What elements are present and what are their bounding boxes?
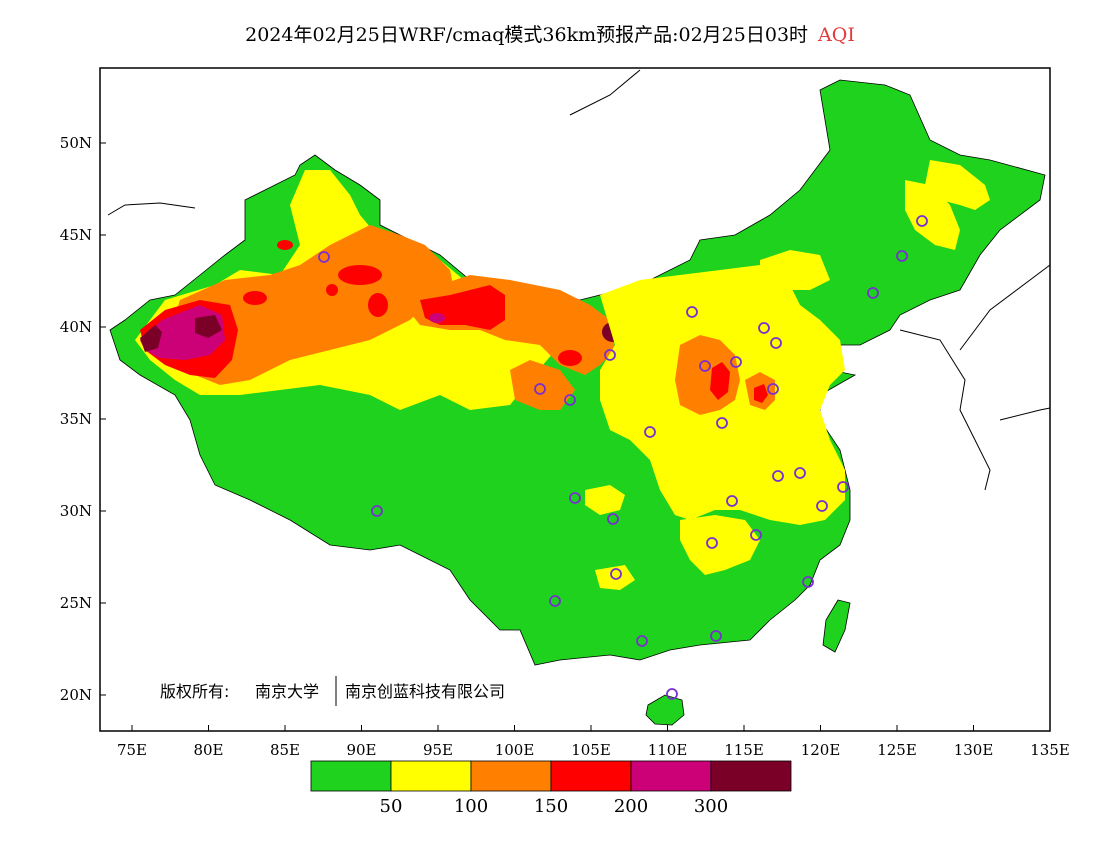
x-tick-label: 135E <box>1030 741 1070 759</box>
legend-swatch <box>550 760 632 792</box>
station-marker <box>816 500 828 512</box>
map-layers <box>109 79 1046 726</box>
y-tick-label: 25N <box>60 594 92 612</box>
legend-label: 200 <box>614 796 648 817</box>
legend-label: 100 <box>454 796 488 817</box>
region-yellow-central-south <box>585 485 760 590</box>
y-tick-label: 30N <box>60 502 92 520</box>
x-tick-label: 130E <box>954 741 994 759</box>
station-marker <box>666 688 678 700</box>
station-marker <box>644 426 656 438</box>
station-marker <box>794 467 806 479</box>
station-marker <box>636 635 648 647</box>
region-red-spot-2 <box>368 293 388 317</box>
x-tick-label: 90E <box>346 741 376 759</box>
station-marker <box>726 495 738 507</box>
region-purple-alxa <box>429 313 445 323</box>
region-taiwan <box>822 599 851 653</box>
legend-swatch <box>710 760 792 792</box>
y-tick-label: 50N <box>60 134 92 152</box>
station-marker <box>699 360 711 372</box>
station-marker <box>896 250 908 262</box>
station-marker <box>607 513 619 525</box>
station-marker <box>710 630 722 642</box>
station-marker <box>770 337 782 349</box>
region-orange-taklamakan <box>170 225 455 385</box>
station-marker <box>686 306 698 318</box>
region-red-spot-3 <box>277 240 293 250</box>
x-tick-label: 120E <box>801 741 841 759</box>
legend-label: 300 <box>694 796 728 817</box>
y-tick-label: 40N <box>60 318 92 336</box>
copyright-label: 版权所有: <box>160 682 229 701</box>
x-tick-label: 80E <box>193 741 223 759</box>
station-marker <box>534 383 546 395</box>
station-marker <box>867 287 879 299</box>
station-marker <box>730 356 742 368</box>
region-darkred-kashgar <box>140 315 222 352</box>
axis-labels: 20N 25N 30N 35N 40N 45N 50N 75E 80E 85E 90E 95E 100E… <box>60 134 1070 759</box>
station-marker <box>569 492 581 504</box>
y-tick-label: 20N <box>60 686 92 704</box>
station-marker <box>549 595 561 607</box>
region-yellow-northeast <box>760 160 990 290</box>
station-marker <box>758 322 770 334</box>
station-marker <box>916 215 928 227</box>
x-tick-label: 115E <box>724 741 764 759</box>
station-markers <box>318 215 928 700</box>
station-marker <box>610 568 622 580</box>
x-tick-label: 125E <box>877 741 917 759</box>
station-marker <box>837 481 849 493</box>
y-tick-label: 35N <box>60 410 92 428</box>
x-tick-label: 100E <box>495 741 535 759</box>
legend-swatch <box>630 760 712 792</box>
station-marker <box>604 349 616 361</box>
station-marker <box>318 251 330 263</box>
legend-swatch <box>310 760 392 792</box>
x-tick-label: 85E <box>270 741 300 759</box>
legend-label: 150 <box>534 796 568 817</box>
copyright-org1: 南京大学 <box>255 682 319 701</box>
region-red-hebei <box>754 384 768 403</box>
region-red-spot-urumqi <box>338 265 382 285</box>
x-tick-label: 105E <box>571 741 611 759</box>
legend-label: 50 <box>380 796 403 817</box>
station-marker <box>750 529 762 541</box>
y-tick-label: 45N <box>60 226 92 244</box>
region-red-spot-5 <box>326 284 338 296</box>
x-tick-label: 110E <box>648 741 688 759</box>
station-marker <box>772 470 784 482</box>
station-marker <box>706 537 718 549</box>
region-red-spot-4 <box>243 291 267 305</box>
station-marker <box>371 505 383 517</box>
legend: 50 100 150 200 300 <box>310 760 792 817</box>
title-variable: AQI <box>818 24 855 46</box>
coastline-outline <box>107 69 1051 491</box>
x-tick-label: 95E <box>423 741 453 759</box>
copyright-org2: 南京创蓝科技有限公司 <box>345 682 505 701</box>
station-marker <box>564 394 576 406</box>
region-red-spot-6 <box>558 350 582 366</box>
station-marker <box>767 383 779 395</box>
region-red-shanxi <box>710 362 730 400</box>
legend-swatch <box>390 760 472 792</box>
legend-swatch <box>470 760 552 792</box>
chart-title: 2024年02月25日WRF/cmaq模式36km预报产品:02月25日03时 A… <box>0 20 1100 47</box>
x-tick-label: 75E <box>117 741 147 759</box>
station-marker <box>802 576 814 588</box>
station-marker <box>716 417 728 429</box>
title-text: 2024年02月25日WRF/cmaq模式36km预报产品:02月25日03时 <box>245 24 809 46</box>
